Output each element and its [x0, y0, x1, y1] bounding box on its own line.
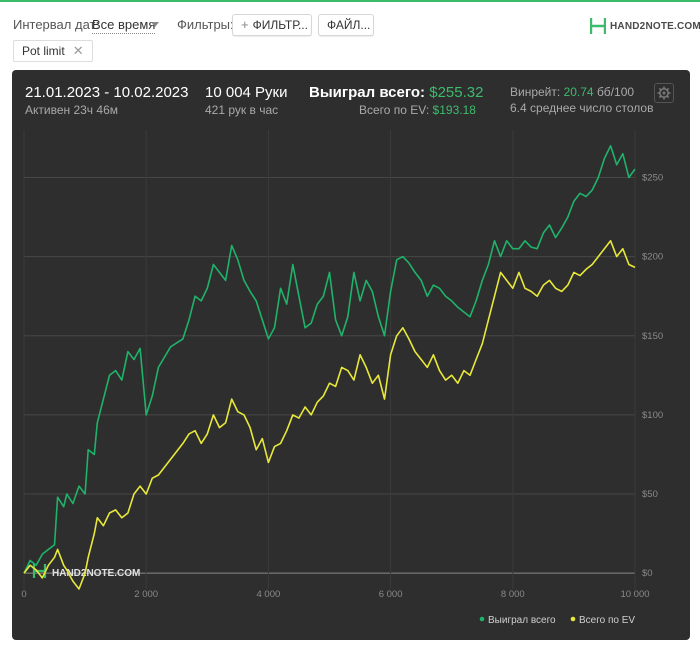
legend-label: Всего по EV [579, 615, 635, 626]
avg-tables: 6.4 среднее число столов [510, 101, 654, 115]
winrate-stat: Винрейт: 20.74 бб/100 [510, 85, 634, 99]
won-total-stat: Выиграл всего: $255.32 [309, 84, 483, 101]
files-button[interactable]: ФАЙЛ... [318, 14, 374, 36]
legend-marker [570, 616, 576, 622]
y-tick-label: $200 [642, 252, 663, 263]
graph-panel: 21.01.2023 - 10.02.2023 Активен 23ч 46м … [12, 70, 690, 640]
x-tick-label: 0 [21, 589, 26, 600]
series-line-ev [23, 240, 636, 590]
logo-text: HAND2NOTE.COM [610, 21, 700, 32]
winrate-value: 20.74 [563, 85, 594, 99]
x-tick-label: 6 000 [379, 589, 403, 600]
gear-icon[interactable] [654, 83, 674, 103]
ev-value: $193.18 [432, 103, 476, 117]
won-label: Выиграл всего: [309, 84, 426, 101]
hands-per-hour: 421 рук в час [205, 103, 279, 117]
filter-chip-pot-limit[interactable]: Pot limit ✕ [13, 40, 93, 62]
y-tick-label: $0 [642, 568, 653, 579]
chart-legend: Выиграл всего Всего по EV [479, 615, 635, 626]
interval-label: Интервал дат: [13, 17, 100, 32]
x-tick-label: 8 000 [501, 589, 525, 600]
close-icon[interactable]: ✕ [72, 43, 84, 58]
add-filter-button[interactable]: + ФИЛЬТР... [232, 14, 312, 36]
h-logo-icon [590, 18, 606, 34]
winrate-unit: бб/100 [596, 85, 635, 99]
chart-watermark: HAND2NOTE.COM [32, 564, 140, 579]
y-tick-label: $100 [642, 410, 663, 421]
gear-icon-glyph [657, 86, 671, 100]
x-tick-label: 4 000 [257, 589, 281, 600]
x-axis-ticks: 0 2 000 4 000 6 000 8 000 10 000 [21, 589, 649, 600]
toolbar: Интервал дат: Все время Фильтры: + ФИЛЬТР… [0, 2, 700, 36]
x-tick-label: 2 000 [134, 589, 158, 600]
y-tick-label: $150 [642, 331, 663, 342]
chip-label: Pot limit [22, 44, 65, 58]
plus-icon: + [241, 17, 249, 32]
ev-label: Всего по EV: [359, 103, 430, 117]
y-axis-ticks: $0 $50 $100 $150 $200 $250 [642, 172, 663, 579]
watermark-text: HAND2NOTE.COM [52, 568, 140, 579]
ev-total-stat: Всего по EV: $193.18 [359, 103, 476, 117]
top-accent-line [0, 0, 700, 2]
winrate-label: Винрейт: [510, 85, 561, 99]
profit-chart: $0 $50 $100 $150 $200 $250 0 2 000 4 000 6 000 8 … [21, 130, 663, 626]
x-tick-label: 10 000 [620, 589, 649, 600]
add-filter-label: ФИЛЬТР... [252, 18, 308, 32]
chart-series [23, 145, 636, 590]
y-tick-label: $250 [642, 172, 663, 183]
files-label: ФАЙЛ... [327, 18, 371, 32]
y-tick-label: $50 [642, 489, 658, 500]
hands-count: 10 004 Руки [205, 84, 288, 101]
chevron-down-icon[interactable] [151, 22, 159, 27]
active-time: Активен 23ч 46м [25, 103, 118, 117]
legend-marker [479, 616, 485, 622]
date-range: 21.01.2023 - 10.02.2023 [25, 84, 189, 101]
series-line-won [23, 145, 636, 574]
interval-dropdown[interactable]: Все время [92, 17, 156, 34]
chart-grid [23, 130, 636, 589]
won-value: $255.32 [429, 84, 484, 101]
legend-label: Выиграл всего [488, 615, 556, 626]
filters-label: Фильтры: [177, 17, 234, 32]
